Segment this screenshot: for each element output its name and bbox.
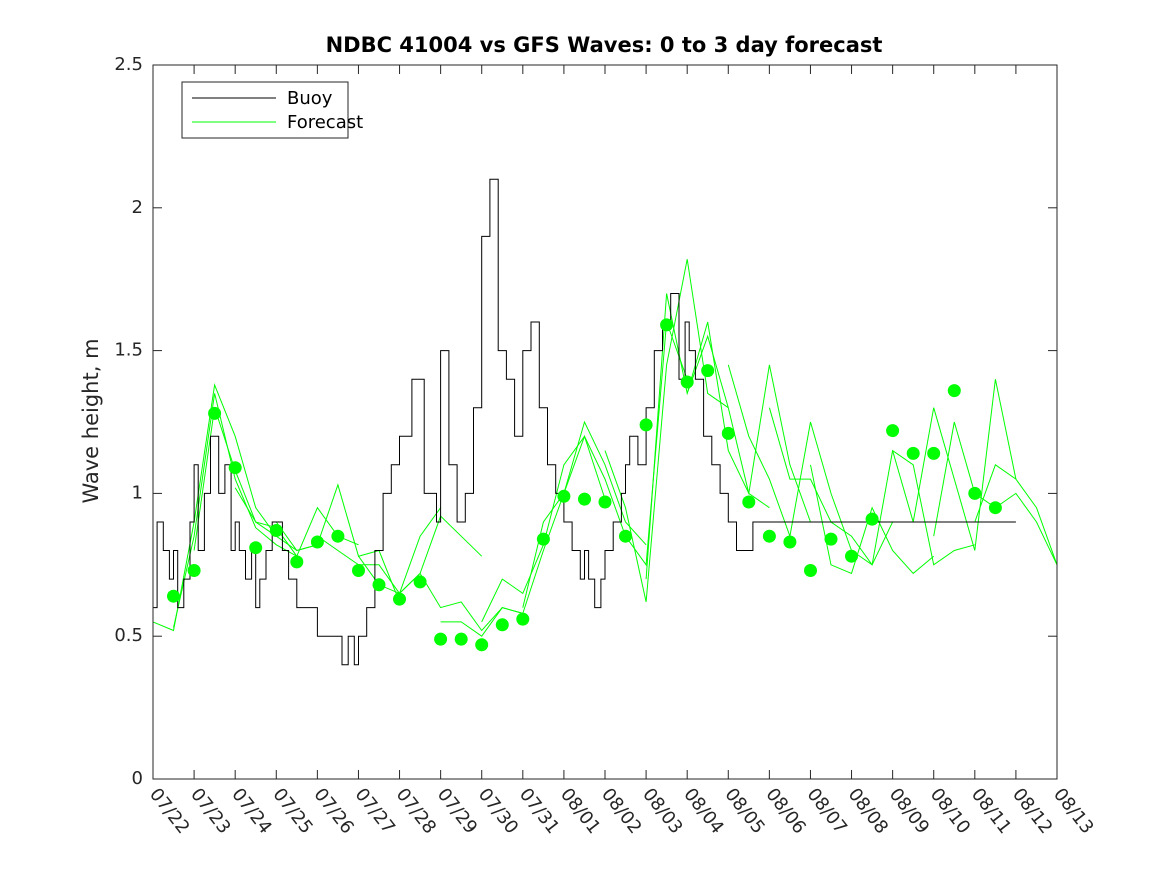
forecast-point bbox=[475, 638, 489, 652]
forecast-point bbox=[372, 578, 386, 592]
forecast-point bbox=[331, 529, 345, 543]
forecast-trace-8 bbox=[440, 493, 565, 637]
forecast-point bbox=[413, 575, 427, 589]
forecast-point bbox=[434, 632, 448, 646]
forecast-point bbox=[742, 495, 756, 509]
plot-background bbox=[153, 65, 1057, 779]
legend-box bbox=[181, 81, 349, 139]
legend: Buoy Forecast bbox=[181, 81, 363, 139]
y-tick-label: 0.5 bbox=[114, 625, 143, 646]
y-tick-label: 2 bbox=[132, 197, 143, 218]
forecast-point bbox=[393, 592, 406, 606]
forecast-trace-14 bbox=[686, 321, 811, 523]
forecast-point bbox=[680, 375, 694, 389]
forecast-point bbox=[762, 529, 776, 543]
forecast-point bbox=[310, 535, 324, 549]
forecast-point bbox=[906, 446, 920, 460]
chart-title: NDBC 41004 vs GFS Waves: 0 to 3 day fore… bbox=[326, 33, 883, 57]
forecast-point bbox=[988, 501, 1002, 515]
y-axis-ticks: 0 0.5 1 1.5 2 2.5 bbox=[114, 54, 1057, 789]
forecast-point bbox=[639, 418, 653, 432]
forecast-point bbox=[721, 426, 735, 440]
y-axis-label: Wave height, m bbox=[79, 338, 103, 503]
forecast-point bbox=[352, 564, 365, 577]
forecast-point bbox=[927, 446, 941, 460]
forecast-point bbox=[968, 486, 982, 500]
forecast-point bbox=[495, 618, 509, 632]
forecast-point bbox=[886, 424, 900, 438]
forecast-point bbox=[187, 564, 201, 577]
legend-forecast-label: Forecast bbox=[287, 112, 363, 133]
forecast-trace-17 bbox=[810, 464, 935, 575]
forecast-point bbox=[516, 612, 530, 626]
forecast-point bbox=[701, 364, 715, 378]
forecast-point bbox=[269, 524, 283, 537]
forecast-point bbox=[660, 318, 674, 332]
forecast-point bbox=[783, 535, 797, 549]
forecast-trace-21 bbox=[974, 464, 1058, 565]
y-tick-label: 1 bbox=[132, 482, 143, 503]
forecast-point bbox=[167, 589, 180, 603]
forecast-point bbox=[208, 406, 222, 420]
forecast-trace-1 bbox=[173, 393, 298, 628]
legend-buoy-label: Buoy bbox=[287, 88, 333, 109]
y-tick-label: 2.5 bbox=[114, 54, 143, 75]
forecast-point bbox=[804, 564, 817, 577]
forecast-point bbox=[536, 532, 550, 546]
forecast-trace-0 bbox=[152, 383, 277, 632]
forecast-point bbox=[598, 495, 612, 509]
y-tick-label: 0 bbox=[132, 768, 143, 789]
forecast-trace-5 bbox=[317, 507, 442, 595]
forecast-point bbox=[578, 492, 591, 506]
forecast-trace-12 bbox=[604, 259, 729, 603]
forecast-point bbox=[290, 555, 304, 569]
forecast-point bbox=[557, 489, 571, 503]
buoy-series-line bbox=[153, 178, 1016, 666]
forecast-point bbox=[824, 532, 838, 546]
forecast-point bbox=[454, 632, 468, 646]
y-tick-label: 1.5 bbox=[114, 340, 143, 361]
forecast-point bbox=[249, 541, 263, 555]
forecast-point bbox=[228, 461, 242, 475]
forecast-trace-10 bbox=[522, 420, 647, 608]
forecast-point bbox=[845, 549, 858, 563]
forecast-trace-18 bbox=[851, 449, 975, 566]
forecast-point bbox=[947, 384, 961, 398]
plot-area bbox=[152, 64, 1058, 780]
forecast-point bbox=[619, 529, 632, 543]
forecast-point bbox=[865, 512, 879, 526]
